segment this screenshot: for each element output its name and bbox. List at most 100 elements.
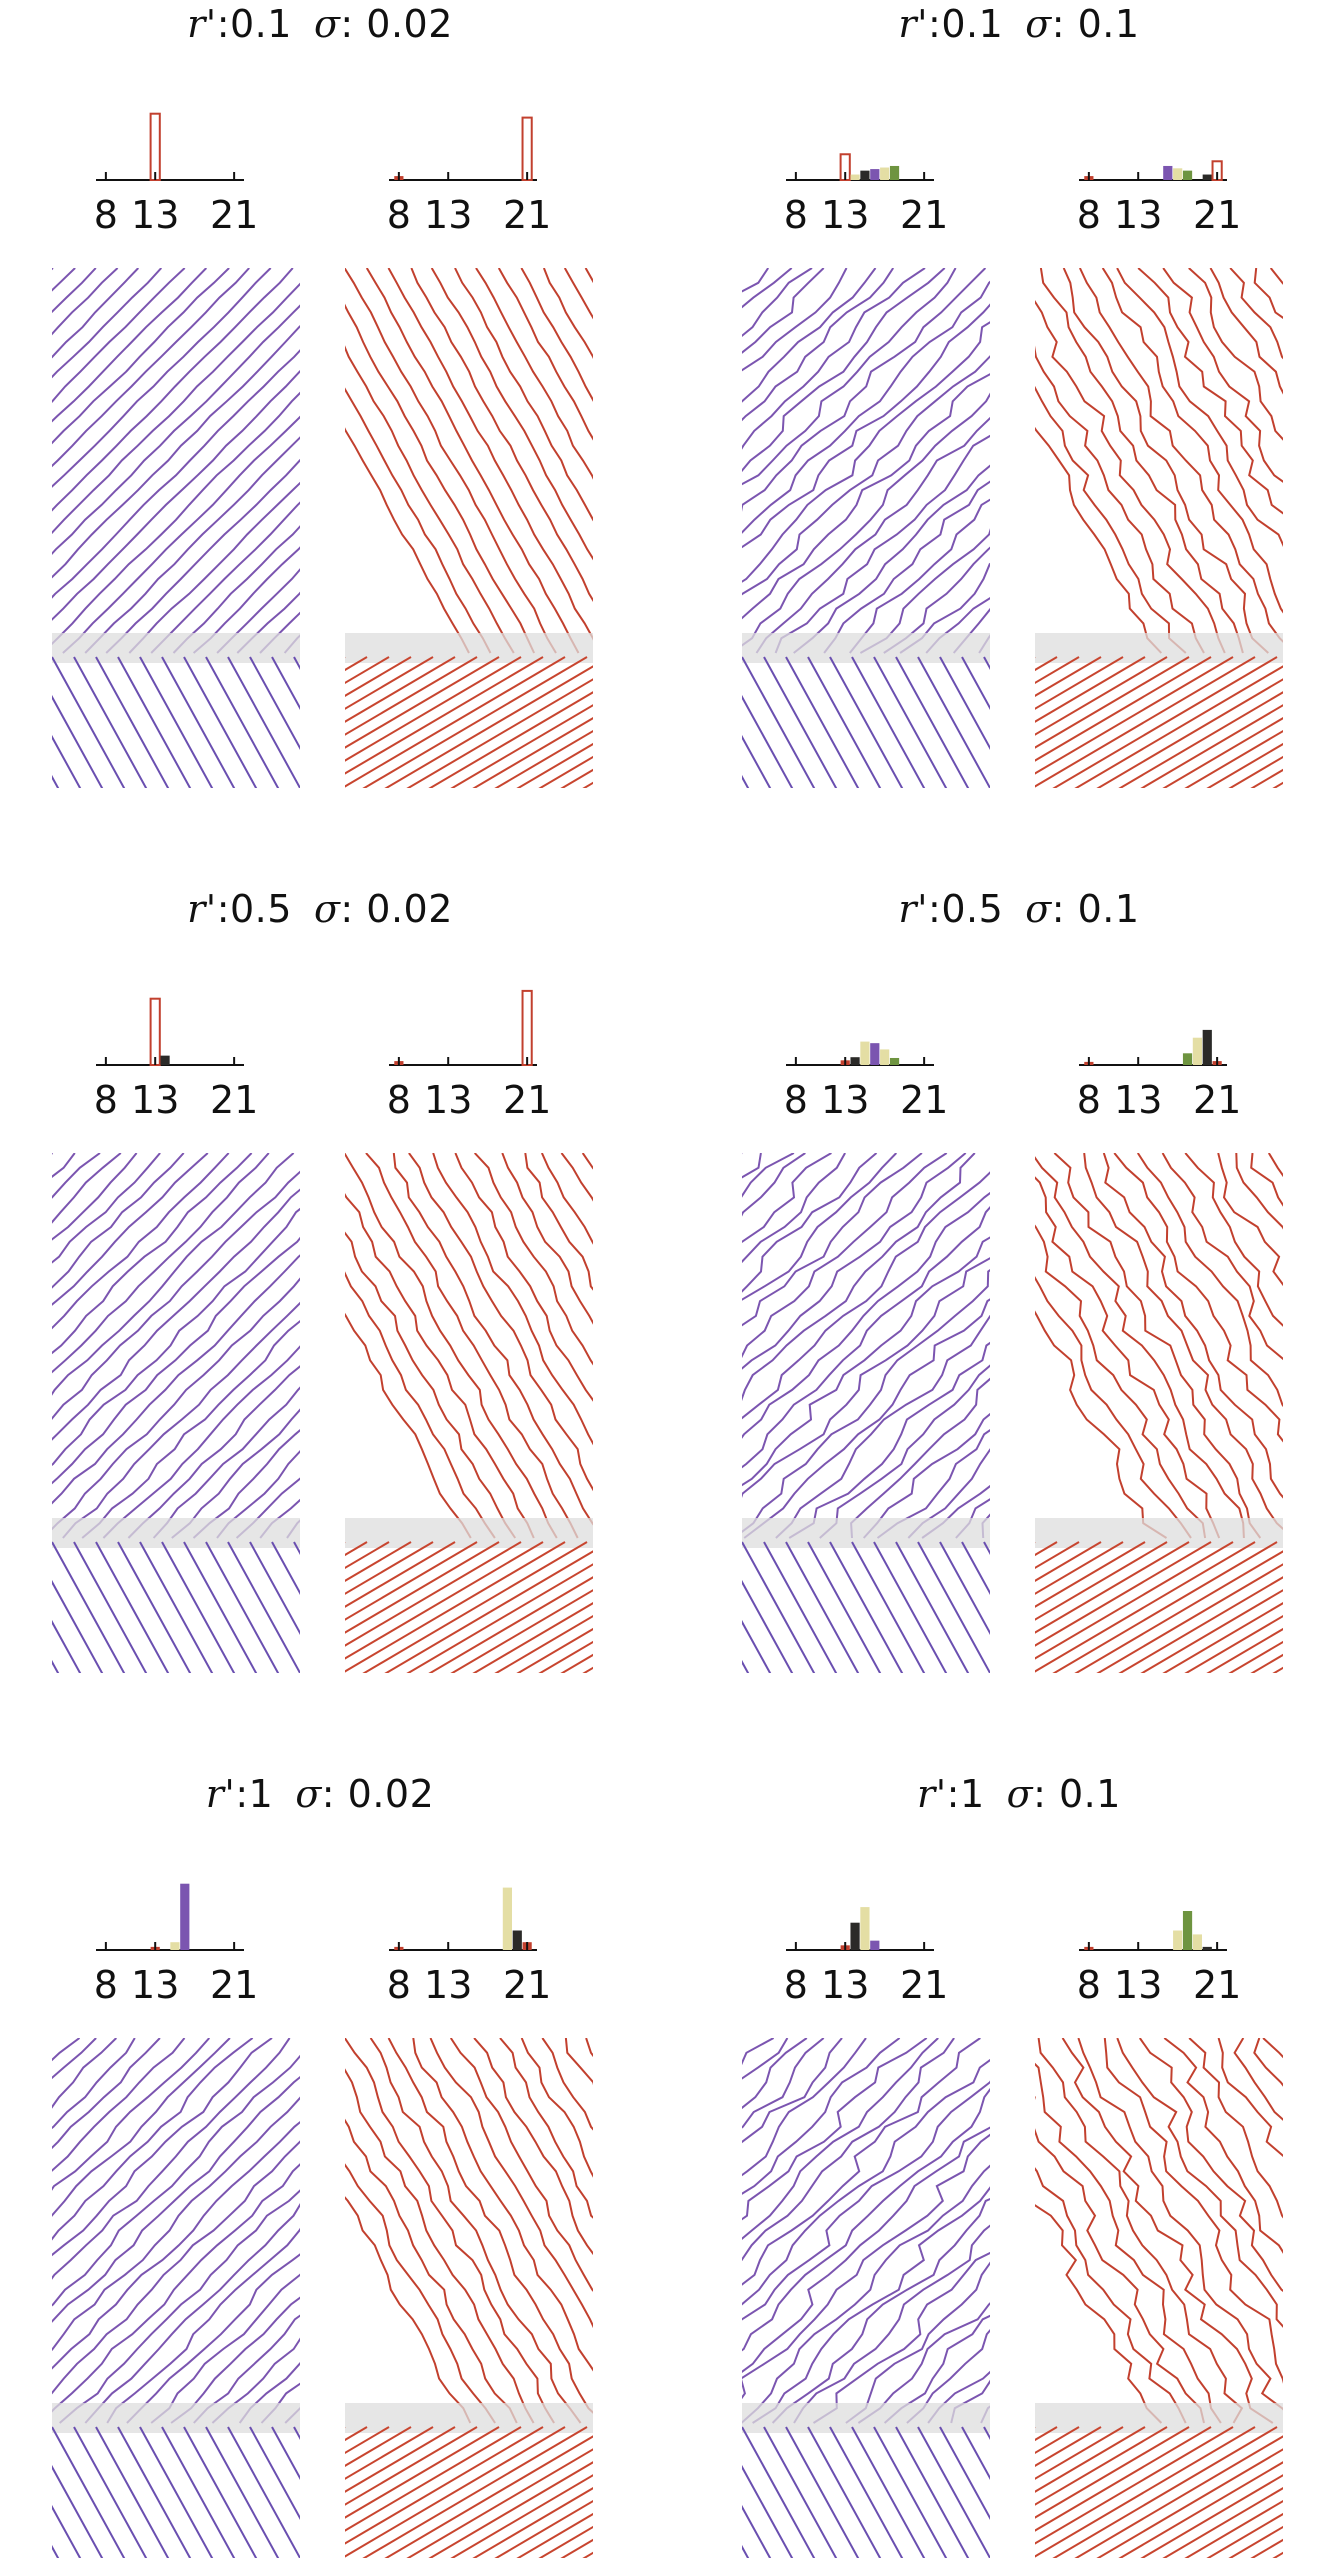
tick-label: 13 [1114,193,1162,237]
hatch-line [917,1542,1203,1710]
stripe-line [473,1153,593,1366]
boundary-band [1035,633,1283,663]
hist-bar [170,1942,180,1950]
stripe-line [192,1429,300,1539]
hatch-line [1138,1542,1230,1710]
stripe-line [52,1207,300,1467]
stripe-line [106,2227,300,2424]
stripe-line [392,1153,593,1526]
hatch-line [309,657,595,825]
hatch-line [705,657,991,825]
stripe-line [1035,2167,1187,2424]
stripe-line [52,2038,273,2257]
stripe-line [387,2038,593,2414]
stripe-line [742,1153,948,1359]
hatch-line [52,2426,126,2558]
hatch-line [345,2426,566,2558]
hatch-line [602,1542,694,1710]
hatch-line [1248,1542,1329,1710]
hatch-line [426,657,518,825]
stripe-line [52,1254,300,1505]
stripe-line [102,1345,300,1539]
hatch-line [631,2427,917,2565]
stripe-line [823,480,990,654]
stripe-line [275,2038,651,2423]
hatch-line [654,2427,746,2565]
hatch-line [587,1542,873,1710]
stripe-line [0,268,7,653]
hatch-line [712,657,804,825]
hatch-line [697,1542,983,1710]
stripe-line [762,268,974,653]
hist-bar [850,1922,860,1950]
hatch-line [345,2426,544,2545]
hatch-line [610,2427,702,2565]
stripe-line [742,355,990,596]
hatch-line [362,2426,588,2558]
stripe-line [849,498,990,654]
hatch-line [983,2426,990,2440]
hatch-line [37,2427,323,2565]
stripe-line [1267,1153,1283,1178]
hatch-line [384,665,593,788]
hatch-line [227,1541,300,1673]
stripe-line [742,1205,990,1469]
hatch-line [478,1542,570,1710]
stripe-line [52,268,250,468]
hatch-line [441,1542,727,1710]
hist-bar [850,1057,860,1065]
stripe-line [317,2038,700,2423]
stripe-line [1116,2038,1283,2328]
hatch-line [0,657,37,825]
hatch-line [345,656,412,697]
stripe-line [771,2197,990,2424]
stripe-line [862,1412,990,1539]
hatch-line [345,657,346,659]
hatch-line [653,657,939,825]
hatch-line [1035,656,1190,749]
hatch-line [1206,1627,1283,1673]
hatch-line [0,1542,12,1710]
hatch-line [851,657,1137,825]
hatch-line [742,694,794,788]
stripe-line [410,268,593,603]
hatch-line [742,1659,750,1673]
hatch-line [580,1542,672,1710]
stripe-line [84,436,300,654]
stripe-line [742,1153,976,1402]
tick-label: 8 [1077,193,1101,237]
stripe-line [1035,1176,1221,1539]
hatch-line [1140,1589,1283,1673]
stripe-line [742,1257,990,1499]
stripe-line [52,268,163,379]
hatch-line [763,1541,838,1673]
stripe-line [269,1153,655,1538]
hatch-line [646,2427,738,2565]
stripe-line [1188,2038,1283,2219]
hatch-line [1006,2427,1098,2565]
hatch-line [1035,656,1058,672]
stripe-line [345,1192,535,1539]
hatch-line [705,2427,991,2565]
stripe-line [774,434,990,654]
hatch-line [742,656,816,788]
hatch-line [494,729,593,788]
tick-label: 21 [503,193,551,237]
hatch-line [734,657,826,825]
hatch-line [249,2426,300,2520]
stripe-line [606,1153,822,1538]
hatch-line [617,657,903,825]
hatch-line [353,657,639,825]
stripe-line [850,1377,990,1539]
stripe-line [52,268,272,488]
stripe-line [449,2038,593,2292]
hatch-line [588,657,680,825]
stripe-line [883,2314,990,2424]
hatch-line [668,1542,760,1710]
hatch-line [939,1541,990,1635]
hatch-line [961,656,990,710]
hatch-line [0,1542,34,1710]
hatch-line [742,2464,794,2558]
